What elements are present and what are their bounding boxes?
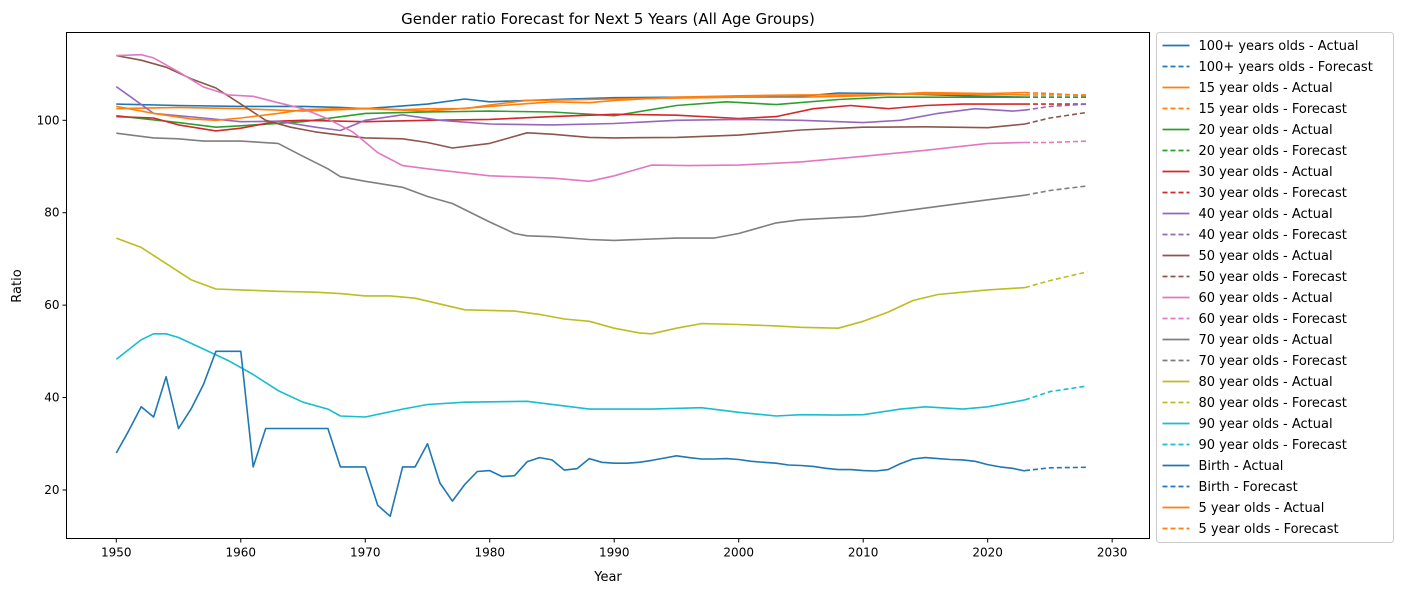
x-tick-label: 1950 bbox=[101, 546, 132, 560]
legend-label: 30 year olds - Forecast bbox=[1199, 186, 1347, 201]
x-tick-label: 2020 bbox=[972, 546, 1003, 560]
legend-label: 90 year olds - Forecast bbox=[1199, 438, 1347, 453]
series-line-40-year-olds-actual bbox=[115, 85, 1026, 132]
series-line-80-year-olds-actual bbox=[116, 237, 1026, 335]
legend-label: 5 year olds - Actual bbox=[1199, 501, 1325, 516]
legend-label: 20 year olds - Actual bbox=[1199, 123, 1333, 138]
series-line-60-year-olds-forecast bbox=[1025, 140, 1088, 144]
legend-label: Birth - Actual bbox=[1199, 459, 1284, 474]
y-tick-label: 60 bbox=[44, 298, 59, 312]
series-line-birth-forecast bbox=[1024, 466, 1088, 472]
y-axis-label: Ratio bbox=[10, 269, 25, 302]
x-tick-label: 2030 bbox=[1097, 546, 1128, 560]
legend-label: 60 year olds - Actual bbox=[1199, 291, 1333, 306]
y-tick-label: 80 bbox=[44, 206, 59, 220]
series-line-100-years-olds-actual bbox=[116, 92, 1026, 110]
legend-label: 100+ years olds - Actual bbox=[1199, 39, 1359, 54]
x-tick-label: 1980 bbox=[474, 546, 505, 560]
legend-label: 5 year olds - Forecast bbox=[1199, 522, 1339, 537]
x-tick-label: 2010 bbox=[848, 546, 879, 560]
series-line-70-year-olds-forecast bbox=[1024, 185, 1088, 196]
x-tick-label: 1970 bbox=[350, 546, 381, 560]
legend-label: 50 year olds - Forecast bbox=[1199, 270, 1347, 285]
x-axis-label: Year bbox=[593, 570, 622, 585]
y-tick-label: 100 bbox=[37, 113, 60, 127]
y-tick-label: 40 bbox=[44, 391, 59, 405]
series-line-5-year-olds-forecast bbox=[1024, 91, 1088, 97]
series-line-90-year-olds-forecast bbox=[1024, 385, 1088, 401]
y-axis: 20 40 60 80 100 bbox=[37, 113, 67, 497]
x-tick-label: 1960 bbox=[226, 546, 257, 560]
x-tick-label: 1990 bbox=[599, 546, 630, 560]
legend-label: 15 year olds - Actual bbox=[1199, 81, 1333, 96]
legend-label: 90 year olds - Actual bbox=[1199, 417, 1333, 432]
series-line-60-year-olds-actual bbox=[116, 53, 1026, 183]
series-line-birth-actual bbox=[115, 350, 1026, 518]
series-line-90-year-olds-actual bbox=[115, 332, 1026, 418]
legend-label: 40 year olds - Forecast bbox=[1199, 228, 1347, 243]
series-line-30-year-olds-actual bbox=[116, 103, 1025, 132]
legend-label: 50 year olds - Actual bbox=[1199, 249, 1333, 264]
legend-label: 60 year olds - Forecast bbox=[1199, 312, 1347, 327]
legend-label: 20 year olds - Forecast bbox=[1199, 144, 1347, 159]
series-line-70-year-olds-actual bbox=[116, 132, 1026, 242]
plot-frame bbox=[66, 32, 1150, 539]
legend-label: 100+ years olds - Forecast bbox=[1199, 60, 1373, 75]
series-line-40-year-olds-forecast bbox=[1024, 103, 1088, 111]
x-axis: 1950 1960 1970 1980 1990 2000 2010 2020 2030 bbox=[101, 538, 1128, 560]
chart-title: Gender ratio Forecast for Next 5 Years (… bbox=[401, 10, 815, 28]
legend-label: 80 year olds - Actual bbox=[1199, 375, 1333, 390]
legend-label: Birth - Forecast bbox=[1199, 480, 1298, 495]
series-line-50-year-olds-forecast bbox=[1024, 111, 1088, 125]
legend-label: 80 year olds - Forecast bbox=[1199, 396, 1347, 411]
legend-label: 15 year olds - Forecast bbox=[1199, 102, 1347, 117]
legend-label: 30 year olds - Actual bbox=[1199, 165, 1333, 180]
x-tick-label: 2000 bbox=[723, 546, 754, 560]
series-line-80-year-olds-forecast bbox=[1024, 271, 1088, 289]
legend-label: 40 year olds - Actual bbox=[1199, 207, 1333, 222]
series-line-50-year-olds-actual bbox=[116, 54, 1026, 149]
series-line-5-year-olds-actual bbox=[116, 91, 1026, 122]
legend-label: 70 year olds - Actual bbox=[1199, 333, 1333, 348]
y-tick-label: 20 bbox=[44, 483, 59, 497]
series-line-20-year-olds-actual bbox=[116, 96, 1025, 128]
legend-box bbox=[1156, 32, 1394, 543]
legend-label: 70 year olds - Forecast bbox=[1199, 354, 1347, 369]
series-layer bbox=[115, 53, 1088, 518]
legend: 100+ years olds - Actual 100+ years olds … bbox=[1156, 32, 1394, 543]
